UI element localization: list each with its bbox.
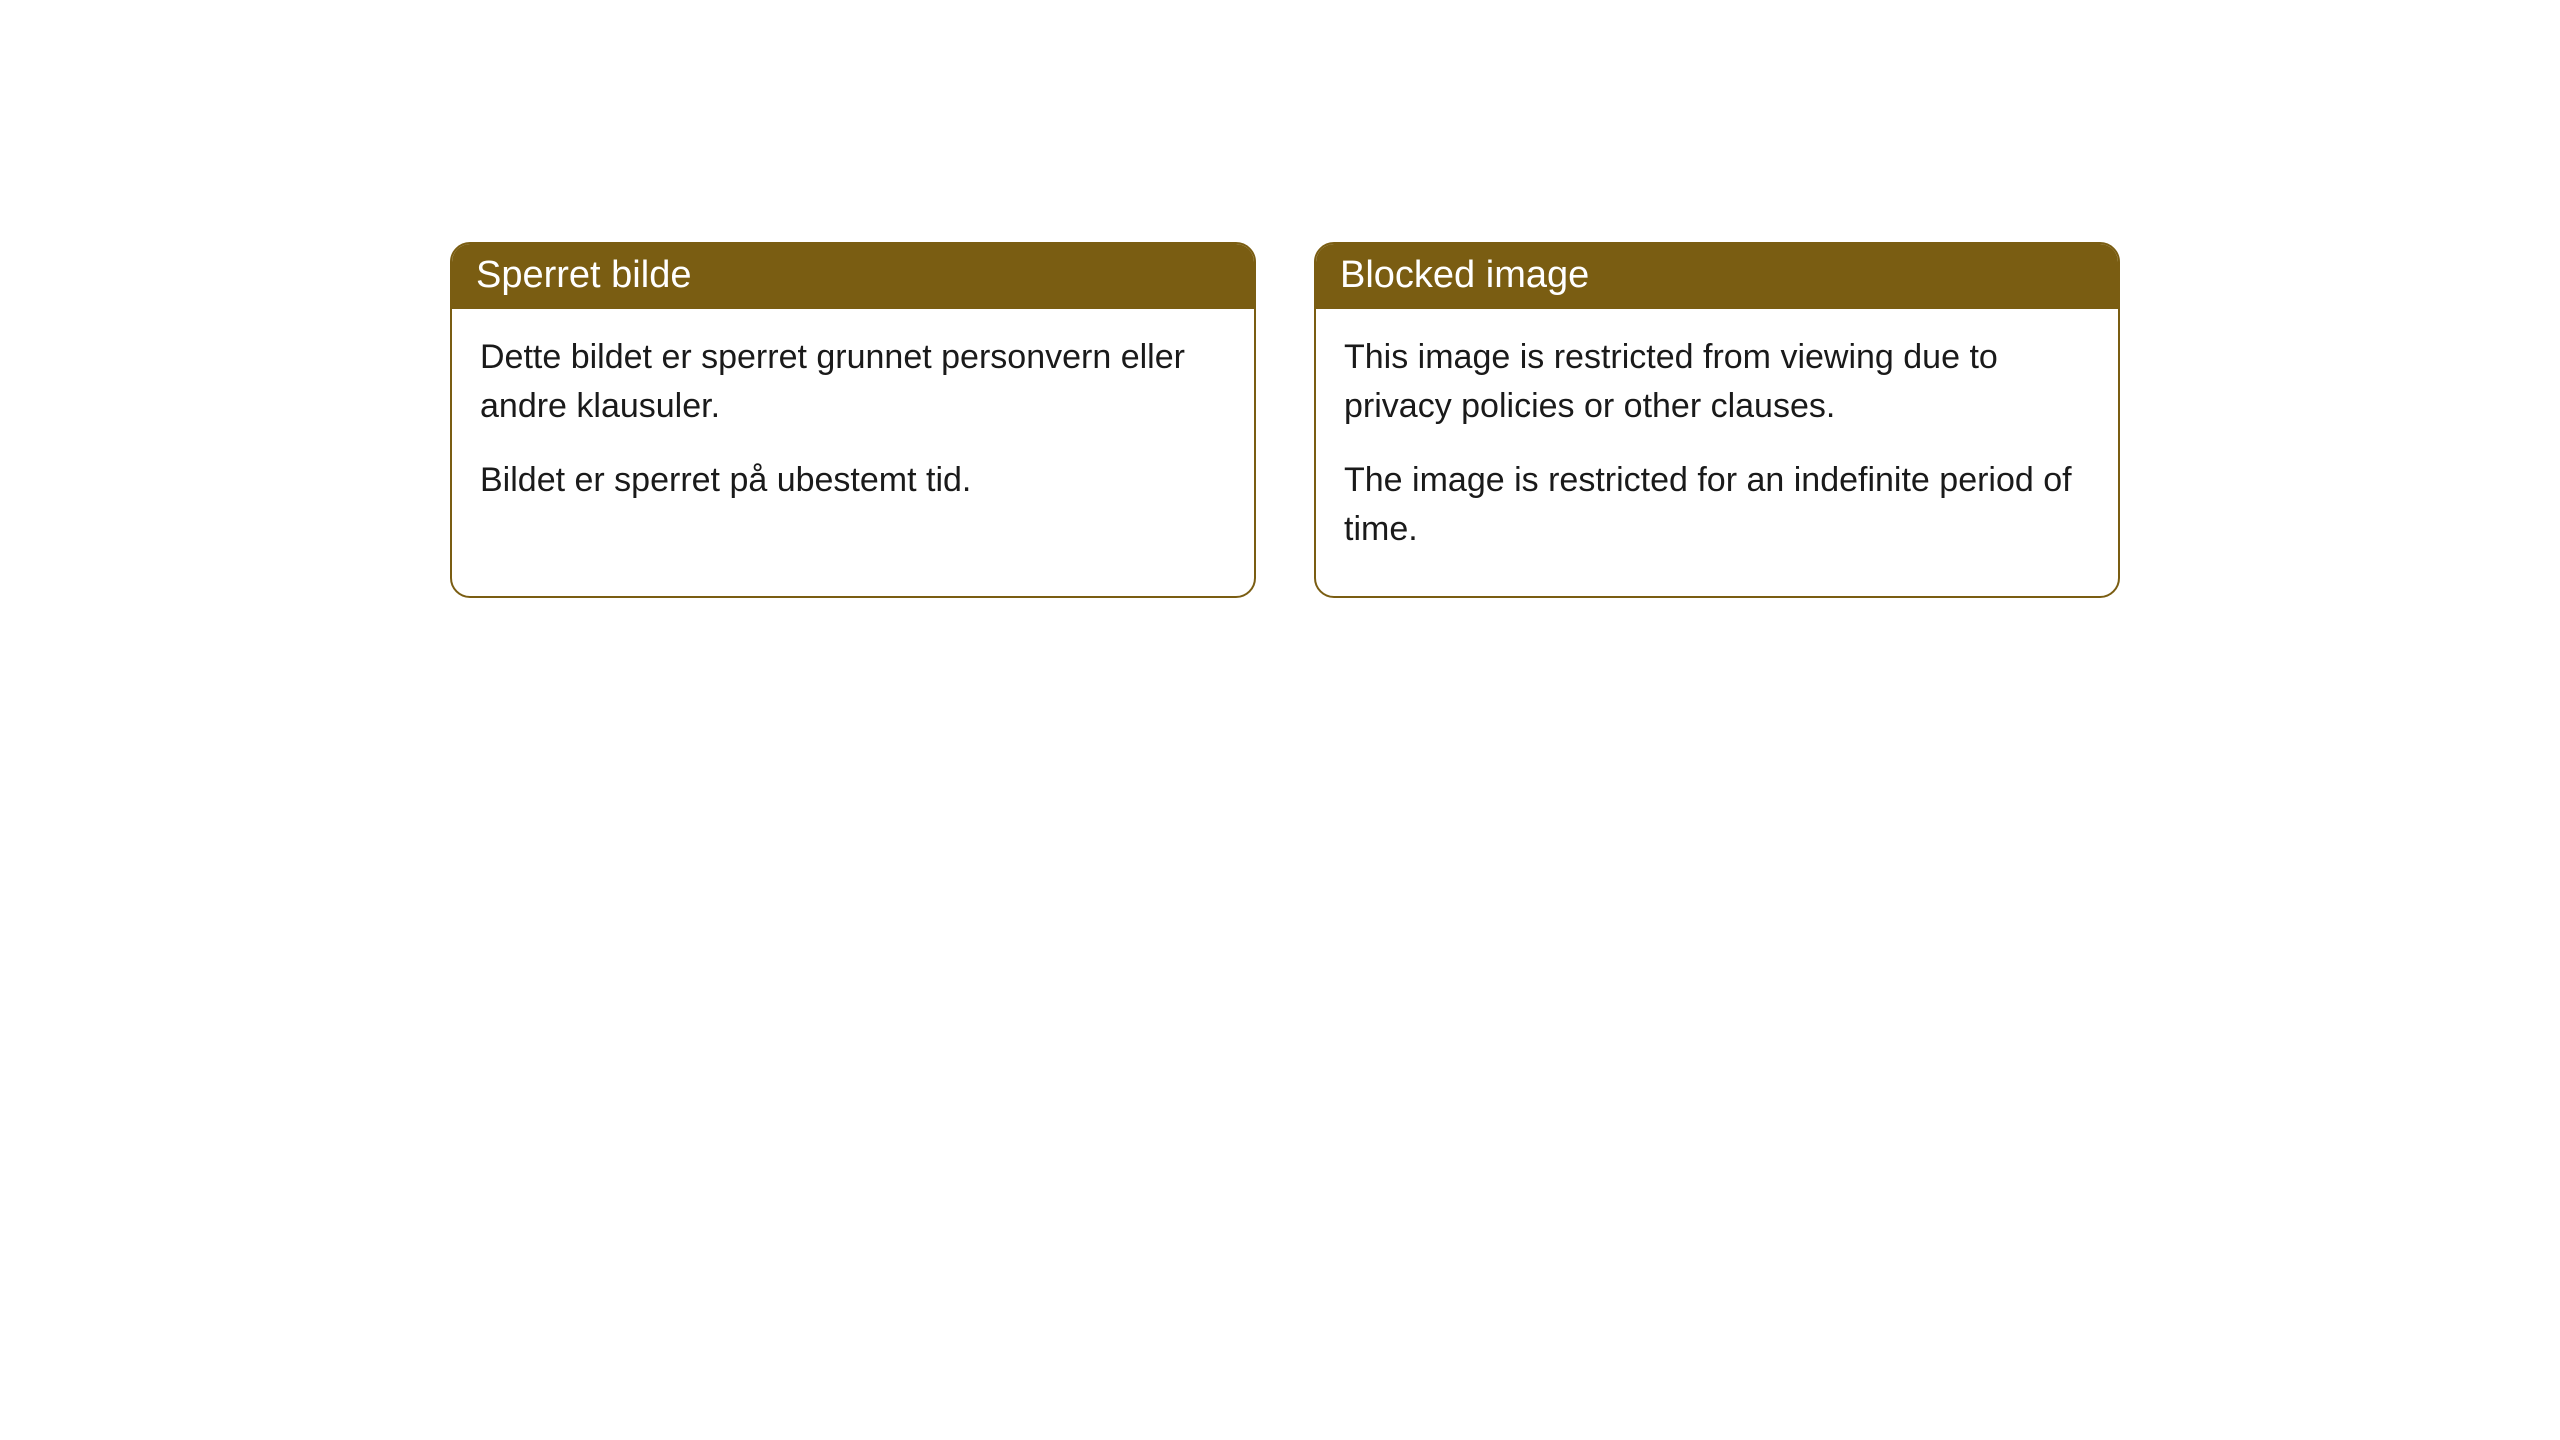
notice-title: Sperret bilde [476, 254, 691, 296]
notice-paragraph: This image is restricted from viewing du… [1344, 333, 2090, 432]
notice-header-norwegian: Sperret bilde [452, 244, 1254, 309]
notice-paragraph: The image is restricted for an indefinit… [1344, 456, 2090, 555]
notice-header-english: Blocked image [1316, 244, 2118, 309]
notice-card-english: Blocked image This image is restricted f… [1314, 242, 2120, 598]
notice-body-norwegian: Dette bildet er sperret grunnet personve… [452, 309, 1254, 547]
notice-paragraph: Bildet er sperret på ubestemt tid. [480, 456, 1226, 505]
notice-body-english: This image is restricted from viewing du… [1316, 309, 2118, 596]
notice-card-norwegian: Sperret bilde Dette bildet er sperret gr… [450, 242, 1256, 598]
notice-title: Blocked image [1340, 254, 1589, 296]
notice-paragraph: Dette bildet er sperret grunnet personve… [480, 333, 1226, 432]
notice-container: Sperret bilde Dette bildet er sperret gr… [0, 0, 2560, 598]
